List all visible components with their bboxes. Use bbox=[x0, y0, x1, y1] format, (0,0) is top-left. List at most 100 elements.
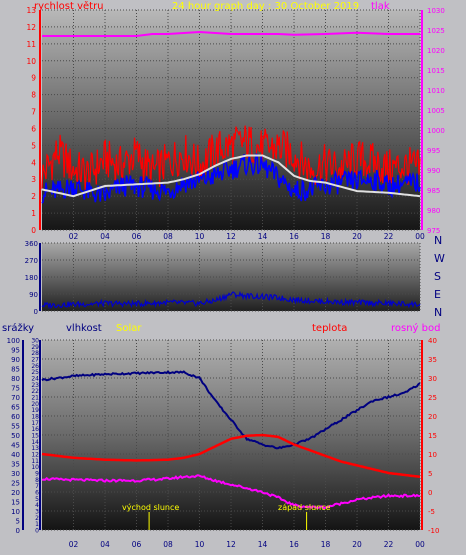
rain-tick-label: 10 bbox=[11, 508, 20, 516]
compass-label: S bbox=[434, 270, 441, 283]
wind-tick-label: 12 bbox=[26, 23, 36, 32]
solar-tick-label: 24 bbox=[31, 376, 39, 383]
solar-tick-label: 21 bbox=[31, 395, 39, 402]
solar-tick-label: 0 bbox=[35, 528, 39, 535]
x-tick-label: 04 bbox=[100, 540, 110, 549]
x-tick-label: 14 bbox=[258, 540, 268, 549]
wind-direction-line bbox=[41, 290, 421, 310]
x-tick-label: 08 bbox=[163, 232, 173, 241]
direction-tick-label: 360 bbox=[25, 240, 38, 248]
wind-tick-label: 5 bbox=[31, 141, 36, 150]
x-tick-label: 10 bbox=[195, 232, 205, 241]
wind-average-line bbox=[41, 153, 421, 204]
x-tick-label: 00 bbox=[415, 232, 425, 241]
wind-tick-label: 9 bbox=[31, 74, 36, 83]
x-tick-label: 12 bbox=[226, 232, 236, 241]
solar-tick-label: 18 bbox=[31, 414, 39, 421]
solar-tick-label: 27 bbox=[31, 357, 39, 364]
dewpoint-line bbox=[41, 474, 421, 510]
solar-tick-label: 4 bbox=[35, 502, 39, 509]
solar-tick-label: 23 bbox=[31, 382, 39, 389]
solar-tick-label: 14 bbox=[31, 439, 39, 446]
rain-tick-label: 60 bbox=[11, 413, 20, 421]
rain-tick-label: 80 bbox=[11, 375, 20, 383]
x-tick-label: 18 bbox=[321, 540, 331, 549]
temperature-tick-label: -10 bbox=[428, 527, 439, 535]
rain-tick-label: 35 bbox=[11, 461, 20, 469]
rain-tick-label: 75 bbox=[11, 385, 20, 393]
solar-tick-label: 11 bbox=[31, 458, 39, 465]
solar-tick-label: 12 bbox=[31, 452, 39, 459]
solar-tick-label: 8 bbox=[35, 477, 39, 484]
x-tick-label: 10 bbox=[195, 540, 205, 549]
wind-tick-label: 4 bbox=[31, 158, 36, 167]
temperature-tick-label: -5 bbox=[428, 508, 435, 516]
solar-tick-label: 1 bbox=[35, 521, 39, 528]
pressure-axis-label: tlak bbox=[371, 1, 390, 12]
wind-tick-label: 0 bbox=[31, 226, 36, 235]
direction-tick-label: 180 bbox=[25, 274, 38, 282]
solar-tick-label: 2 bbox=[35, 515, 39, 522]
x-tick-label: 22 bbox=[384, 540, 394, 549]
temperature-tick-label: 0 bbox=[428, 489, 432, 497]
compass-label: N bbox=[434, 234, 442, 247]
rain-tick-label: 70 bbox=[11, 394, 20, 402]
pressure-tick-label: 975 bbox=[427, 227, 440, 235]
x-tick-label: 16 bbox=[289, 540, 299, 549]
temperature-trend-line bbox=[41, 154, 421, 198]
wind-gust-line bbox=[41, 125, 421, 191]
x-tick-label: 12 bbox=[226, 540, 236, 549]
x-tick-label: 02 bbox=[69, 540, 79, 549]
direction-tick-label: 90 bbox=[29, 291, 38, 299]
temperature-tick-label: 5 bbox=[428, 470, 432, 478]
solar-tick-label: 9 bbox=[35, 471, 39, 478]
rain-tick-label: 5 bbox=[16, 518, 20, 526]
solar-tick-label: 6 bbox=[35, 490, 39, 497]
pressure-tick-label: 985 bbox=[427, 187, 440, 195]
compass-label: W bbox=[434, 252, 445, 265]
x-tick-label: 20 bbox=[352, 232, 362, 241]
solar-tick-label: 7 bbox=[35, 483, 39, 490]
solar-tick-label: 20 bbox=[31, 401, 39, 408]
wind-tick-label: 10 bbox=[26, 57, 36, 66]
temperature-tick-label: 10 bbox=[428, 451, 437, 459]
rain-tick-label: 30 bbox=[11, 470, 20, 478]
solar-tick-label: 28 bbox=[31, 350, 39, 357]
solar-tick-label: 19 bbox=[31, 407, 39, 414]
x-tick-label: 14 bbox=[258, 232, 268, 241]
pressure-tick-label: 1000 bbox=[427, 127, 445, 135]
direction-tick-label: 0 bbox=[34, 308, 38, 316]
rain-axis-label: srážky bbox=[2, 322, 34, 334]
temperature-tick-label: 40 bbox=[428, 337, 437, 345]
humidity-axis-label: vlhkost bbox=[66, 323, 102, 334]
x-tick-label: 16 bbox=[289, 232, 299, 241]
solar-tick-label: 17 bbox=[31, 420, 39, 427]
rain-tick-label: 95 bbox=[11, 347, 20, 355]
temperature-tick-label: 35 bbox=[428, 356, 437, 364]
x-tick-label: 06 bbox=[132, 540, 142, 549]
solar-tick-label: 22 bbox=[31, 388, 39, 395]
rain-tick-label: 50 bbox=[11, 432, 20, 440]
humidity-line bbox=[41, 370, 421, 450]
wind-tick-label: 8 bbox=[31, 91, 36, 100]
pressure-tick-label: 1030 bbox=[427, 7, 445, 15]
wind-tick-label: 11 bbox=[26, 40, 36, 49]
x-tick-label: 08 bbox=[163, 540, 173, 549]
wind-tick-label: 3 bbox=[31, 175, 36, 184]
sunrise-label: východ slunce bbox=[122, 503, 179, 512]
x-tick-label: 00 bbox=[415, 540, 425, 549]
dewpoint-axis-label: rosný bod bbox=[391, 322, 440, 334]
wind-tick-label: 1 bbox=[31, 209, 36, 218]
x-tick-label: 02 bbox=[69, 232, 79, 241]
wind-tick-label: 13 bbox=[26, 6, 36, 15]
chart-title: 24 hour graph day : 30 October 2019 bbox=[172, 1, 359, 12]
rain-tick-label: 85 bbox=[11, 366, 20, 374]
sunset-label: západ slunce bbox=[278, 503, 331, 512]
rain-tick-label: 90 bbox=[11, 356, 20, 364]
rain-tick-label: 100 bbox=[7, 337, 20, 345]
wind-tick-label: 6 bbox=[31, 124, 36, 133]
wind-speed-axis-label: rychlost větru bbox=[34, 0, 104, 12]
solar-tick-label: 5 bbox=[35, 496, 39, 503]
